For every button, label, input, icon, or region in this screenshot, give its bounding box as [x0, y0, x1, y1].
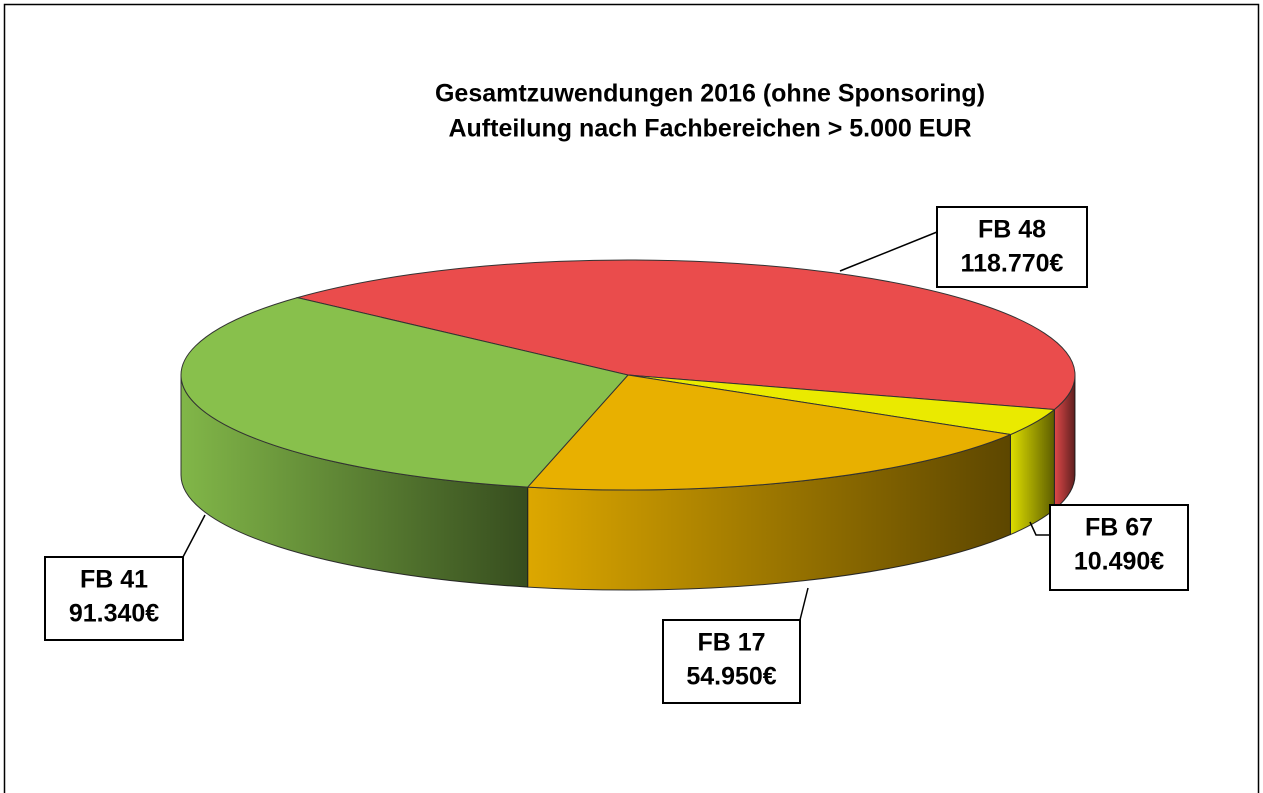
leader-line: [182, 514, 206, 558]
slice-value: 118.770€: [961, 250, 1064, 278]
slice-value: 54.950€: [686, 663, 776, 691]
slice-value: 91.340€: [69, 600, 159, 628]
frame: [3, 3, 1260, 793]
chart-subtitle: Aufteilung nach Fachbereichen > 5.000 EU…: [448, 115, 971, 143]
slice-side-shade: [181, 375, 528, 588]
slice-value: 10.490€: [1074, 548, 1164, 576]
leader-line: [1029, 521, 1050, 536]
slice: [180, 297, 629, 488]
slice: [297, 259, 1076, 411]
slice: [526, 374, 1013, 491]
label-box: [1049, 504, 1189, 591]
leader-line: [839, 231, 938, 272]
chart-title: Gesamtzuwendungen 2016 (ohne Sponsoring): [435, 80, 985, 108]
slice-side-shade: [1010, 409, 1055, 535]
slice-side-shade: [1054, 375, 1075, 510]
slice-category: FB 67: [1085, 514, 1153, 542]
slice-category: FB 48: [978, 216, 1046, 244]
label-box: [44, 556, 184, 641]
slice-category: FB 17: [697, 629, 765, 657]
slice-side-shade: [527, 434, 1011, 590]
leader-line: [799, 587, 809, 621]
slice-category: FB 41: [80, 566, 148, 594]
label-box: [936, 206, 1088, 288]
label-box: [662, 619, 801, 704]
